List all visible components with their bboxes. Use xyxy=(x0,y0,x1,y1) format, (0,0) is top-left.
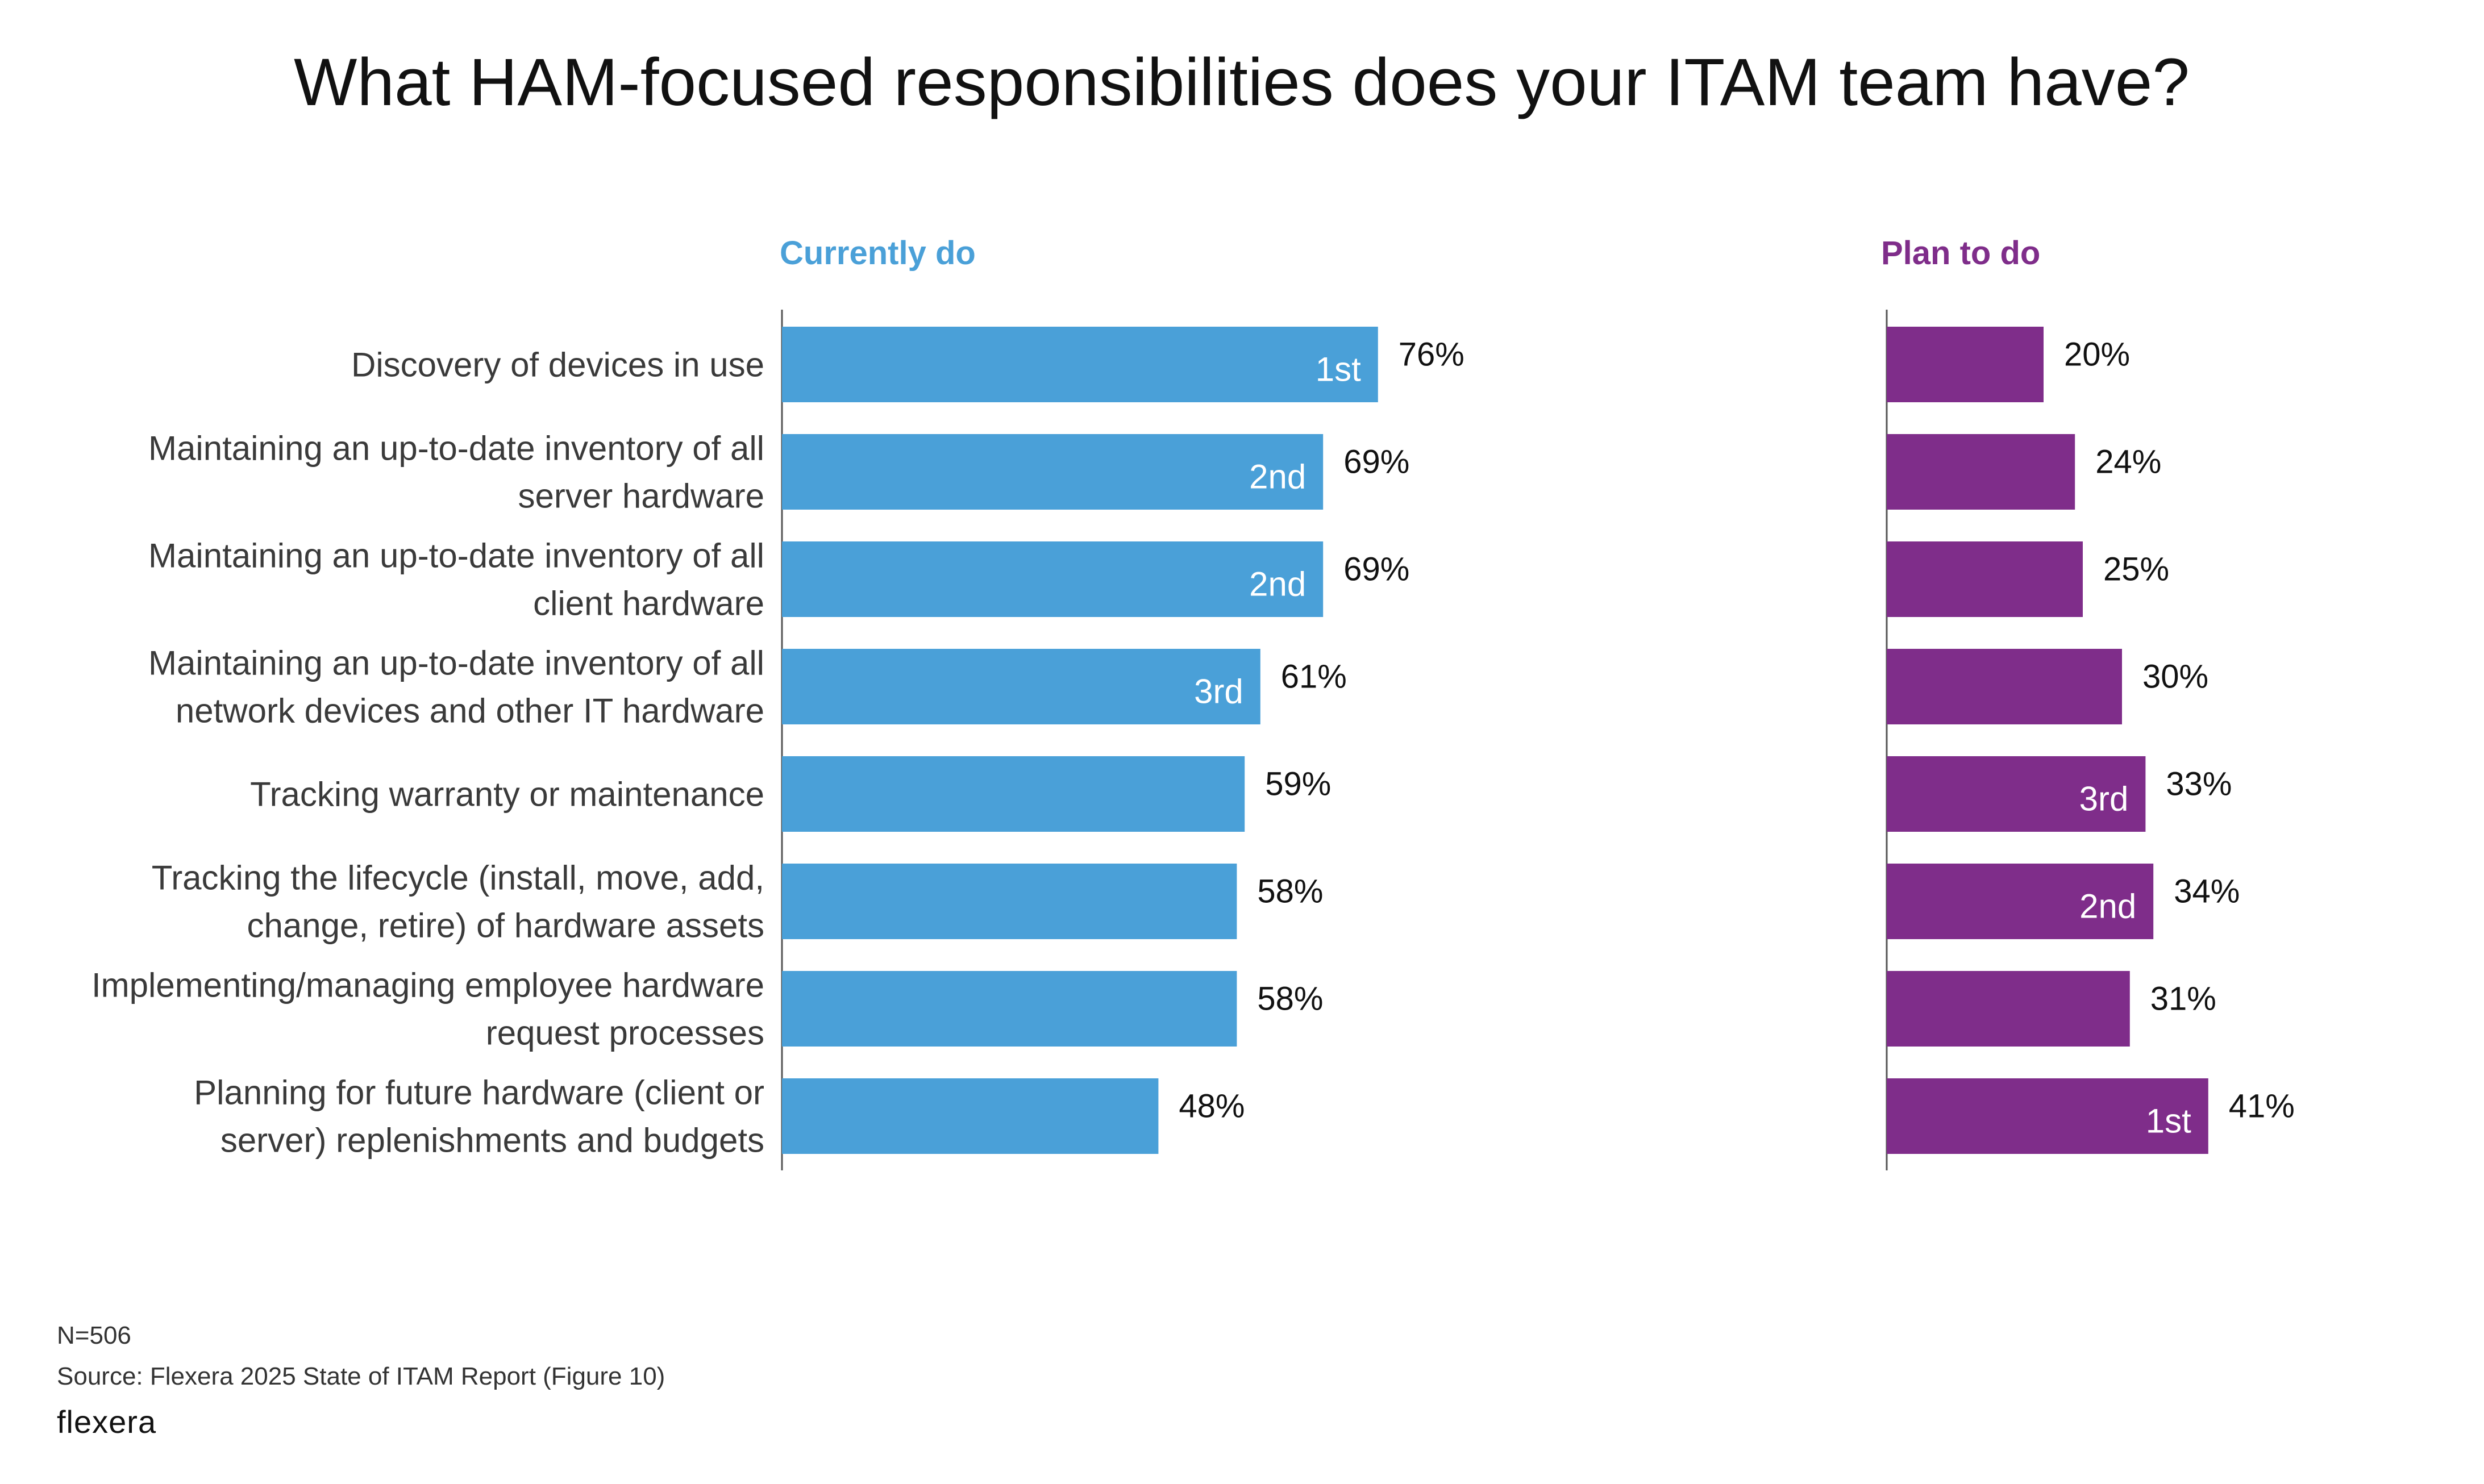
plan-to-do-value-label: 24% xyxy=(2095,444,2161,481)
currently-do-value-label: 69% xyxy=(1343,551,1409,588)
category-label: Tracking warranty or maintenance xyxy=(250,776,764,814)
series-label-currently-do: Currently do xyxy=(780,235,976,272)
currently-do-rank-label: 2nd xyxy=(1249,565,1306,603)
category-label: change, retire) of hardware assets xyxy=(247,907,764,945)
category-label: Discovery of devices in use xyxy=(351,346,764,384)
plan-to-do-rank-label: 1st xyxy=(2146,1102,2191,1140)
plan-to-do-rank-label: 3rd xyxy=(2079,780,2129,818)
plan-to-do-bar xyxy=(1887,971,2130,1047)
currently-do-value-label: 76% xyxy=(1399,336,1464,373)
category-label: network devices and other IT hardware xyxy=(176,692,764,730)
source-note: Source: Flexera 2025 State of ITAM Repor… xyxy=(57,1362,665,1390)
plan-to-do-bar xyxy=(1887,327,2044,402)
plan-to-do-value-label: 41% xyxy=(2229,1088,2295,1125)
plan-to-do-value-label: 34% xyxy=(2174,873,2240,910)
plan-to-do-value-label: 25% xyxy=(2103,551,2169,588)
currently-do-bar xyxy=(782,1078,1159,1154)
category-label: Tracking the lifecycle (install, move, a… xyxy=(152,859,764,897)
currently-do-bar xyxy=(782,756,1245,832)
plan-to-do-bar xyxy=(1887,1078,2208,1154)
plan-to-do-value-label: 33% xyxy=(2166,766,2232,803)
series-label-plan-to-do: Plan to do xyxy=(1881,235,2040,272)
chart-title: What HAM-focused responsibilities does y… xyxy=(294,45,2190,120)
currently-do-value-label: 59% xyxy=(1265,766,1331,803)
category-label: Maintaining an up-to-date inventory of a… xyxy=(148,537,764,575)
currently-do-bar xyxy=(782,864,1237,939)
series-currently-do: 1st 76% 2nd 69% 2nd 69% 3rd 61% 59% 58% 58% 48% xyxy=(782,327,1464,1154)
category-labels: Discovery of devices in use Maintaining a… xyxy=(91,346,764,1160)
flexera-logo: flexera xyxy=(57,1404,156,1440)
currently-do-value-label: 48% xyxy=(1179,1088,1245,1125)
plan-to-do-rank-label: 2nd xyxy=(2079,887,2136,926)
category-label: server) replenishments and budgets xyxy=(220,1122,764,1160)
plan-to-do-bar xyxy=(1887,864,2154,939)
plan-to-do-bar xyxy=(1887,434,2075,510)
currently-do-value-label: 58% xyxy=(1257,873,1323,910)
category-label: server hardware xyxy=(518,477,764,515)
category-label: Maintaining an up-to-date inventory of a… xyxy=(148,430,764,468)
plan-to-do-bar xyxy=(1887,756,2146,832)
category-label: request processes xyxy=(486,1014,764,1052)
currently-do-bar xyxy=(782,541,1324,617)
category-label: Planning for future hardware (client or xyxy=(194,1074,764,1112)
sample-size-note: N=506 xyxy=(57,1322,131,1349)
category-label: Maintaining an up-to-date inventory of a… xyxy=(148,644,764,682)
currently-do-rank-label: 1st xyxy=(1316,351,1361,389)
plan-to-do-value-label: 20% xyxy=(2064,336,2130,373)
plan-to-do-bar xyxy=(1887,649,2122,724)
currently-do-bar xyxy=(782,649,1260,724)
series-plan-to-do: 20% 24% 25% 30% 3rd 33% 2nd 34% 31% 1st 41% xyxy=(1887,327,2295,1154)
currently-do-value-label: 58% xyxy=(1257,981,1323,1018)
currently-do-rank-label: 3rd xyxy=(1194,673,1243,711)
currently-do-bar xyxy=(782,971,1237,1047)
plan-to-do-value-label: 31% xyxy=(2150,981,2216,1018)
plan-to-do-value-label: 30% xyxy=(2142,658,2208,695)
currently-do-bar xyxy=(782,327,1378,402)
currently-do-value-label: 61% xyxy=(1281,658,1347,695)
currently-do-rank-label: 2nd xyxy=(1249,458,1306,496)
plan-to-do-bar xyxy=(1887,541,2083,617)
currently-do-value-label: 69% xyxy=(1343,444,1409,481)
category-label: Implementing/managing employee hardware xyxy=(91,966,764,1004)
currently-do-bar xyxy=(782,434,1324,510)
category-label: client hardware xyxy=(533,585,764,623)
